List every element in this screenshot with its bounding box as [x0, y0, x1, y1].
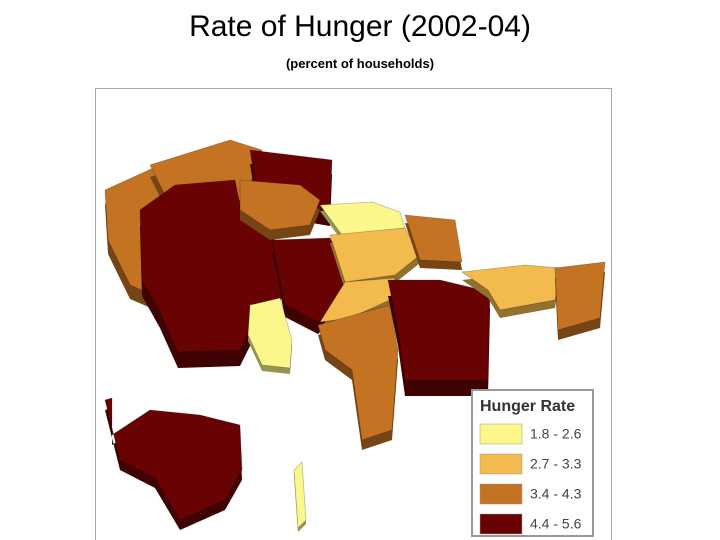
region-top	[319, 201, 406, 236]
region-top	[239, 179, 321, 231]
legend-swatch	[479, 483, 523, 505]
map	[104, 139, 606, 532]
region	[319, 201, 406, 241]
region-top	[247, 297, 293, 369]
subtitle: (percent of households)	[286, 56, 434, 71]
title: Rate of Hunger (2002-04)	[189, 10, 531, 43]
region	[554, 261, 606, 340]
region-top	[293, 461, 307, 529]
region-top	[104, 397, 243, 521]
region	[319, 277, 396, 330]
legend-swatch	[479, 423, 523, 445]
region	[404, 214, 463, 270]
region-top	[329, 227, 421, 283]
legend-title: Hunger Rate	[480, 398, 575, 415]
region-top	[554, 261, 606, 331]
legend-label: 1.8 - 2.6	[530, 426, 582, 442]
region	[104, 397, 243, 530]
region-top	[404, 214, 463, 263]
region	[293, 461, 307, 532]
region-top	[319, 277, 396, 323]
region-top	[387, 279, 491, 381]
region	[329, 227, 421, 290]
region	[387, 279, 491, 396]
legend-swatch	[479, 513, 523, 535]
region	[239, 179, 321, 240]
region	[460, 264, 561, 318]
region	[247, 297, 293, 374]
legend-swatch	[479, 453, 523, 475]
legend-label: 2.7 - 3.3	[530, 456, 582, 472]
region-top	[460, 264, 561, 311]
legend: 1.8 - 2.6 2.7 - 3.3 3.4 - 4.3 4.4 - 5.6	[479, 423, 582, 535]
legend-label: 3.4 - 4.3	[530, 486, 582, 502]
legend-label: 4.4 - 5.6	[530, 516, 582, 532]
